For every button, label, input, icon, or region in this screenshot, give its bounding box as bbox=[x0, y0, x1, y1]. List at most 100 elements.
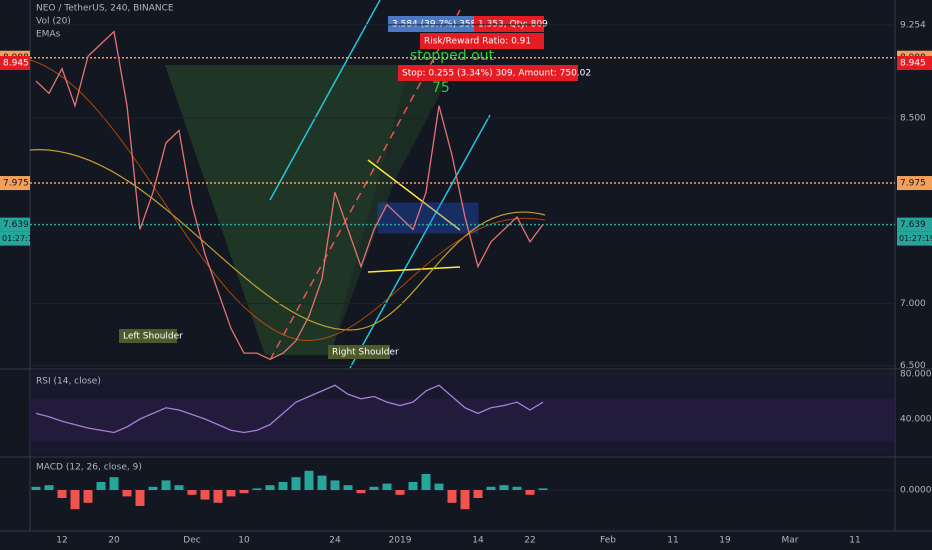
x-tick-label: 11 bbox=[849, 536, 860, 546]
macd-bar bbox=[447, 490, 457, 503]
macd-bar bbox=[382, 483, 392, 490]
x-tick-label: Dec bbox=[183, 536, 200, 546]
trend-line bbox=[367, 159, 461, 231]
indicator-label: EMAs bbox=[36, 30, 61, 40]
annotation-box bbox=[328, 345, 390, 359]
macd-bar bbox=[473, 490, 483, 498]
annotation: Left Shoulder bbox=[123, 332, 183, 342]
price-label: 7.639 bbox=[3, 220, 29, 230]
macd-bar bbox=[109, 477, 119, 490]
macd-bar bbox=[239, 490, 249, 494]
price-label: 8.945 bbox=[3, 59, 29, 69]
y-tick-label: 8.500 bbox=[900, 114, 926, 124]
annotation: Right Shoulder bbox=[332, 348, 399, 358]
macd-bar bbox=[421, 474, 431, 490]
y-tick-label: 6.500 bbox=[900, 361, 926, 371]
macd-bar bbox=[330, 480, 340, 490]
trend-line bbox=[349, 114, 491, 369]
indicator-label: Vol (20) bbox=[36, 17, 71, 27]
panel-title: MACD (12, 26, close, 9) bbox=[36, 463, 142, 473]
chart-title: NEO / TetherUS, 240, BINANCE bbox=[36, 4, 174, 14]
annotation-box bbox=[420, 33, 544, 49]
x-tick-label: 14 bbox=[472, 536, 484, 546]
countdown-box bbox=[897, 231, 932, 246]
price-label-box bbox=[0, 176, 30, 191]
y-tick-label: 9.254 bbox=[900, 20, 926, 30]
ema-line bbox=[29, 59, 546, 341]
range-box bbox=[377, 202, 479, 234]
price-label-box bbox=[897, 176, 932, 191]
x-tick-label: Feb bbox=[600, 536, 616, 546]
x-tick-label: 24 bbox=[329, 536, 341, 546]
price-label-box bbox=[0, 217, 30, 232]
y-tick-label: 40.0000 bbox=[900, 415, 932, 425]
y-tick-label: 0.0000 bbox=[900, 486, 932, 496]
macd-bar bbox=[148, 486, 158, 490]
macd-bar bbox=[460, 490, 470, 510]
price-label-box bbox=[897, 217, 932, 232]
rsi-background bbox=[30, 371, 895, 455]
y-tick-label: 7.000 bbox=[900, 299, 926, 309]
macd-bar bbox=[304, 470, 314, 490]
x-tick-label: 22 bbox=[524, 536, 535, 546]
price-label: 7.975 bbox=[3, 179, 29, 189]
countdown: 01:27:19 bbox=[2, 234, 38, 243]
macd-bar bbox=[356, 490, 366, 494]
trend-line bbox=[367, 266, 461, 273]
macd-bar bbox=[187, 490, 197, 495]
macd-bar bbox=[512, 486, 522, 490]
macd-bar bbox=[317, 475, 327, 490]
countdown: 01:27:19 bbox=[899, 234, 932, 243]
annotation: stopped out bbox=[410, 48, 495, 64]
x-tick-label: 10 bbox=[238, 536, 250, 546]
panel-title: RSI (14, close) bbox=[36, 377, 101, 387]
macd-bar bbox=[122, 490, 132, 497]
macd-bar bbox=[252, 488, 262, 490]
projection-line bbox=[269, 9, 461, 361]
macd-bar bbox=[291, 477, 301, 490]
macd-bar bbox=[213, 490, 223, 503]
x-tick-label: Mar bbox=[782, 536, 799, 546]
macd-bar bbox=[278, 482, 288, 490]
annotation-box bbox=[474, 16, 544, 32]
price-label: 8.945 bbox=[900, 59, 926, 69]
macd-bar bbox=[57, 490, 67, 498]
trend-line bbox=[269, 0, 381, 201]
annotation: Stop: 0.255 (3.34%) 309, Amount: 750.02 bbox=[402, 69, 591, 79]
price-label-box bbox=[897, 56, 932, 71]
macd-bar bbox=[486, 486, 496, 490]
annotation: Risk/Reward Ratio: 0.91 bbox=[424, 37, 531, 47]
macd-bar bbox=[31, 486, 41, 490]
annotation: 75 bbox=[432, 80, 450, 96]
macd-bar bbox=[499, 485, 509, 490]
x-tick-label: 2019 bbox=[389, 536, 412, 546]
macd-bar bbox=[369, 486, 379, 490]
x-tick-label: 19 bbox=[719, 536, 731, 546]
price-label-box bbox=[0, 56, 30, 71]
macd-bar bbox=[161, 480, 171, 490]
annotation-box bbox=[388, 16, 474, 32]
pattern-drawing bbox=[165, 65, 410, 355]
rsi-line bbox=[35, 384, 544, 434]
macd-bar bbox=[525, 490, 535, 495]
annotation-box bbox=[119, 329, 177, 343]
y-tick-label: 80.0000 bbox=[900, 370, 932, 380]
price-line bbox=[35, 30, 544, 361]
macd-bar bbox=[135, 490, 145, 506]
x-tick-label: 12 bbox=[56, 536, 67, 546]
price-label: 7.975 bbox=[900, 179, 926, 189]
macd-bar bbox=[343, 485, 353, 490]
price-label: 7.639 bbox=[900, 220, 926, 230]
macd-bar bbox=[174, 485, 184, 490]
countdown-box bbox=[0, 231, 30, 246]
macd-bar bbox=[434, 483, 444, 490]
annotation-box bbox=[398, 65, 578, 81]
x-tick-label: 11 bbox=[667, 536, 678, 546]
macd-bar bbox=[538, 488, 548, 490]
macd-bar bbox=[265, 485, 275, 490]
x-tick-label: 20 bbox=[108, 536, 120, 546]
macd-bar bbox=[408, 482, 418, 490]
